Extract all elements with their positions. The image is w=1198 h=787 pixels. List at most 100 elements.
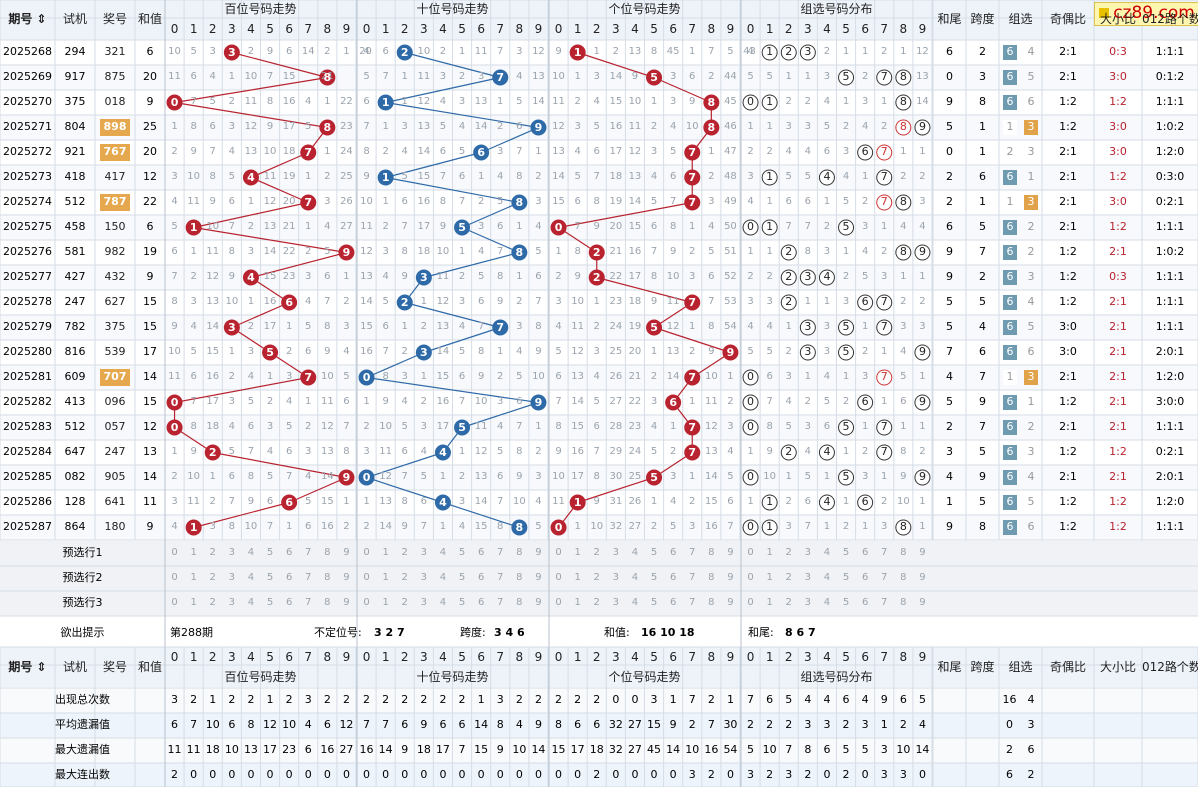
row-bs: 1:2 bbox=[1109, 520, 1127, 533]
row-trial: 782 bbox=[64, 320, 86, 333]
group-miss-value: 2 bbox=[823, 46, 831, 57]
trend-ball bbox=[646, 469, 663, 486]
preselect-digit: 6 bbox=[477, 597, 485, 608]
stats-value: 15 bbox=[474, 743, 489, 756]
stats-value: 1 bbox=[209, 693, 217, 706]
row-issue: 2025281 bbox=[3, 370, 52, 383]
miss-value: 5 bbox=[171, 221, 178, 232]
preselect-digit: 9 bbox=[919, 597, 926, 608]
group-miss-value: 2 bbox=[842, 396, 850, 407]
group-hit-mark bbox=[895, 119, 912, 136]
header-digit: 9 bbox=[534, 22, 543, 36]
miss-value: 4 bbox=[555, 321, 562, 332]
trend-ball bbox=[338, 469, 355, 486]
group-miss-value: 4 bbox=[861, 121, 869, 132]
row-issue: 2025273 bbox=[3, 170, 52, 183]
miss-value: 2 bbox=[247, 221, 255, 232]
miss-value: 10 bbox=[436, 246, 450, 257]
miss-value: 5 bbox=[535, 246, 542, 257]
footer-digit: 0 bbox=[170, 650, 179, 664]
miss-value: 1 bbox=[689, 46, 696, 57]
trend-ball bbox=[434, 494, 451, 511]
group-hit-mark bbox=[742, 394, 759, 411]
row-zuc: 3 bbox=[1027, 445, 1035, 458]
brand-logo[interactable]: cz89.com bbox=[1094, 2, 1198, 26]
row-r012: 1:2:0 bbox=[1155, 145, 1185, 158]
group-miss-value: 2 bbox=[881, 46, 888, 57]
row-oe: 1:2 bbox=[1059, 120, 1077, 133]
group-hit-mark bbox=[876, 169, 893, 186]
miss-value: 2 bbox=[708, 71, 715, 82]
group-miss-value: 3 bbox=[747, 171, 754, 182]
group-miss-value: 5 bbox=[785, 421, 792, 432]
miss-value: 15 bbox=[704, 496, 718, 507]
row-sum: 19 bbox=[143, 245, 157, 258]
row-bs: 3:0 bbox=[1109, 195, 1127, 208]
stats-value: 0 bbox=[285, 768, 293, 781]
group-hit-value: 4 bbox=[823, 445, 831, 458]
stats-row-bg bbox=[0, 713, 1198, 738]
miss-value: 6 bbox=[171, 246, 178, 257]
miss-value: 2 bbox=[382, 146, 389, 157]
miss-value: 3 bbox=[209, 46, 216, 57]
stats-value: 5 bbox=[747, 743, 755, 756]
row-tail: 9 bbox=[946, 95, 953, 108]
row-sum: 11 bbox=[143, 495, 157, 508]
group-miss-value: 3 bbox=[842, 146, 850, 157]
trend-ball bbox=[319, 119, 336, 136]
stats-value: 2 bbox=[247, 693, 255, 706]
header-digit: 3 bbox=[804, 22, 812, 36]
miss-value: 48 bbox=[724, 171, 737, 182]
group-hit-value: 0 bbox=[747, 220, 755, 233]
footer-digit: 4 bbox=[631, 650, 639, 664]
group-hit-mark bbox=[761, 169, 778, 186]
miss-value: 3 bbox=[247, 246, 255, 257]
miss-value: 15 bbox=[320, 496, 334, 507]
miss-value: 2 bbox=[497, 371, 504, 382]
miss-value: 23 bbox=[282, 271, 296, 282]
miss-value: 2 bbox=[727, 396, 734, 407]
trend-ball bbox=[319, 69, 336, 86]
miss-value: 2 bbox=[535, 171, 542, 182]
group-hit-mark bbox=[895, 519, 912, 536]
zu-cell bbox=[1003, 495, 1017, 510]
group-hit-mark bbox=[742, 419, 759, 436]
trend-ball-digit: 0 bbox=[362, 470, 371, 484]
miss-value: 6 bbox=[669, 171, 677, 182]
group-miss-value: 6 bbox=[804, 196, 812, 207]
footer-digit: 5 bbox=[650, 650, 658, 664]
footer-digit: 4 bbox=[247, 650, 255, 664]
group-miss-value: 5 bbox=[766, 346, 773, 357]
stats-value: 0 bbox=[439, 768, 447, 781]
miss-value: 10 bbox=[360, 196, 373, 207]
row-zuc: 5 bbox=[1027, 70, 1035, 83]
footer-digit: 9 bbox=[918, 650, 927, 664]
miss-value: 3 bbox=[669, 471, 677, 482]
group-miss-value: 1 bbox=[861, 321, 869, 332]
trend-line bbox=[193, 226, 347, 254]
group-miss-value: 4 bbox=[842, 171, 850, 182]
footer-digit: 1 bbox=[573, 650, 582, 664]
hint-span-label: 跨度: bbox=[460, 626, 486, 639]
trend-ball-digit: 2 bbox=[592, 245, 601, 259]
stats-value: 2 bbox=[534, 693, 542, 706]
preselect-digit: 7 bbox=[305, 547, 312, 558]
miss-value: 4 bbox=[458, 521, 466, 532]
group-miss-value: 13 bbox=[916, 71, 929, 82]
group-miss-value: 2 bbox=[861, 196, 869, 207]
group-hit-mark bbox=[780, 44, 797, 61]
miss-value: 5 bbox=[420, 471, 428, 482]
preselect-digit: 4 bbox=[823, 597, 831, 608]
miss-value: 5 bbox=[401, 421, 408, 432]
header-digit: 7 bbox=[304, 22, 313, 36]
trend-ball-digit: 8 bbox=[515, 520, 524, 534]
miss-value: 16 bbox=[320, 521, 334, 532]
miss-value: 6 bbox=[497, 471, 504, 482]
group-hit-mark bbox=[780, 244, 797, 261]
group-miss-value: 2 bbox=[881, 496, 888, 507]
stats-value: 27 bbox=[627, 743, 642, 756]
miss-value: 2 bbox=[247, 46, 255, 57]
group-miss-value: 1 bbox=[900, 46, 907, 57]
miss-value: 6 bbox=[305, 346, 312, 357]
footer-group-0: 百位号码走势 bbox=[224, 670, 297, 684]
